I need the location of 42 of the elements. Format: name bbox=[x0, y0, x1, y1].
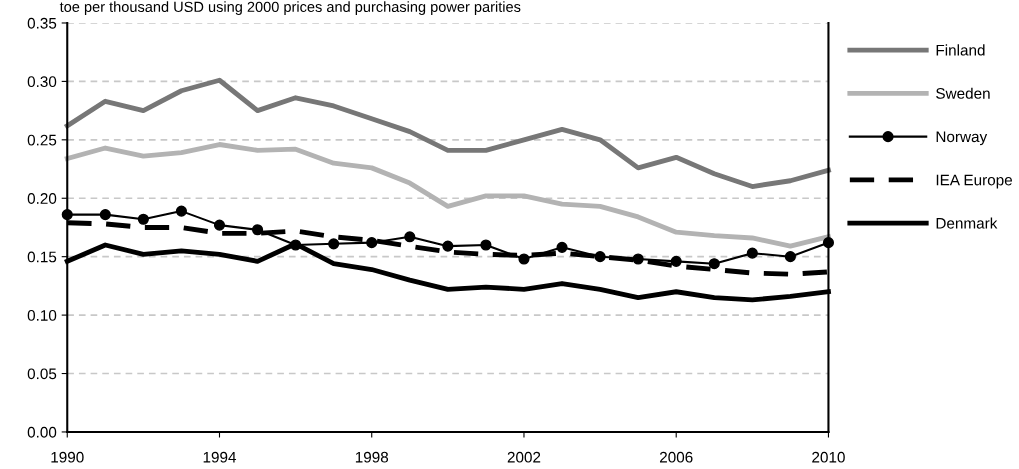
x-tick-label: 2010 bbox=[812, 451, 845, 463]
x-tick-label: 2002 bbox=[507, 451, 541, 463]
point bbox=[480, 239, 492, 251]
point bbox=[670, 255, 682, 267]
point bbox=[290, 239, 302, 251]
point bbox=[632, 253, 644, 265]
legend-label: IEA Europe bbox=[936, 174, 1013, 189]
point bbox=[518, 253, 530, 265]
point bbox=[746, 247, 758, 259]
legend-label: Finland bbox=[936, 44, 985, 56]
legend-label: Norway bbox=[936, 131, 988, 146]
x-tick-label: 1998 bbox=[355, 451, 389, 463]
point bbox=[328, 238, 340, 250]
point bbox=[594, 251, 606, 263]
point bbox=[99, 209, 111, 221]
y-tick-label: 0.30 bbox=[27, 76, 57, 88]
legend-label: Denmark bbox=[936, 217, 998, 229]
legend-label: Sweden bbox=[936, 87, 990, 99]
y-tick-label: 0.15 bbox=[27, 251, 57, 263]
point bbox=[137, 213, 149, 225]
y-tick-label: 0.20 bbox=[27, 193, 57, 204]
point bbox=[175, 205, 187, 217]
line-series bbox=[64, 77, 831, 189]
point bbox=[822, 237, 835, 249]
point bbox=[556, 241, 568, 253]
point bbox=[784, 251, 796, 263]
y-tick-label: 0.10 bbox=[27, 309, 57, 321]
chart-title: toe per thousand USD using 2000 prices and purchasing power parities bbox=[59, 1, 521, 15]
point bbox=[708, 258, 720, 270]
y-tick-label: 0.35 bbox=[27, 17, 57, 29]
x-tick-label: 1990 bbox=[51, 451, 84, 463]
point bbox=[61, 209, 73, 221]
x-tick-label: 1994 bbox=[203, 451, 237, 463]
point bbox=[251, 224, 264, 236]
point bbox=[404, 231, 416, 243]
y-tick-label: 0.05 bbox=[27, 368, 57, 380]
y-tick-label: 0.00 bbox=[27, 426, 57, 438]
y-tick-label: 0.25 bbox=[27, 134, 57, 146]
x-tick-label: 2006 bbox=[659, 451, 693, 463]
point bbox=[366, 237, 378, 249]
point bbox=[213, 219, 226, 231]
point bbox=[442, 240, 454, 252]
